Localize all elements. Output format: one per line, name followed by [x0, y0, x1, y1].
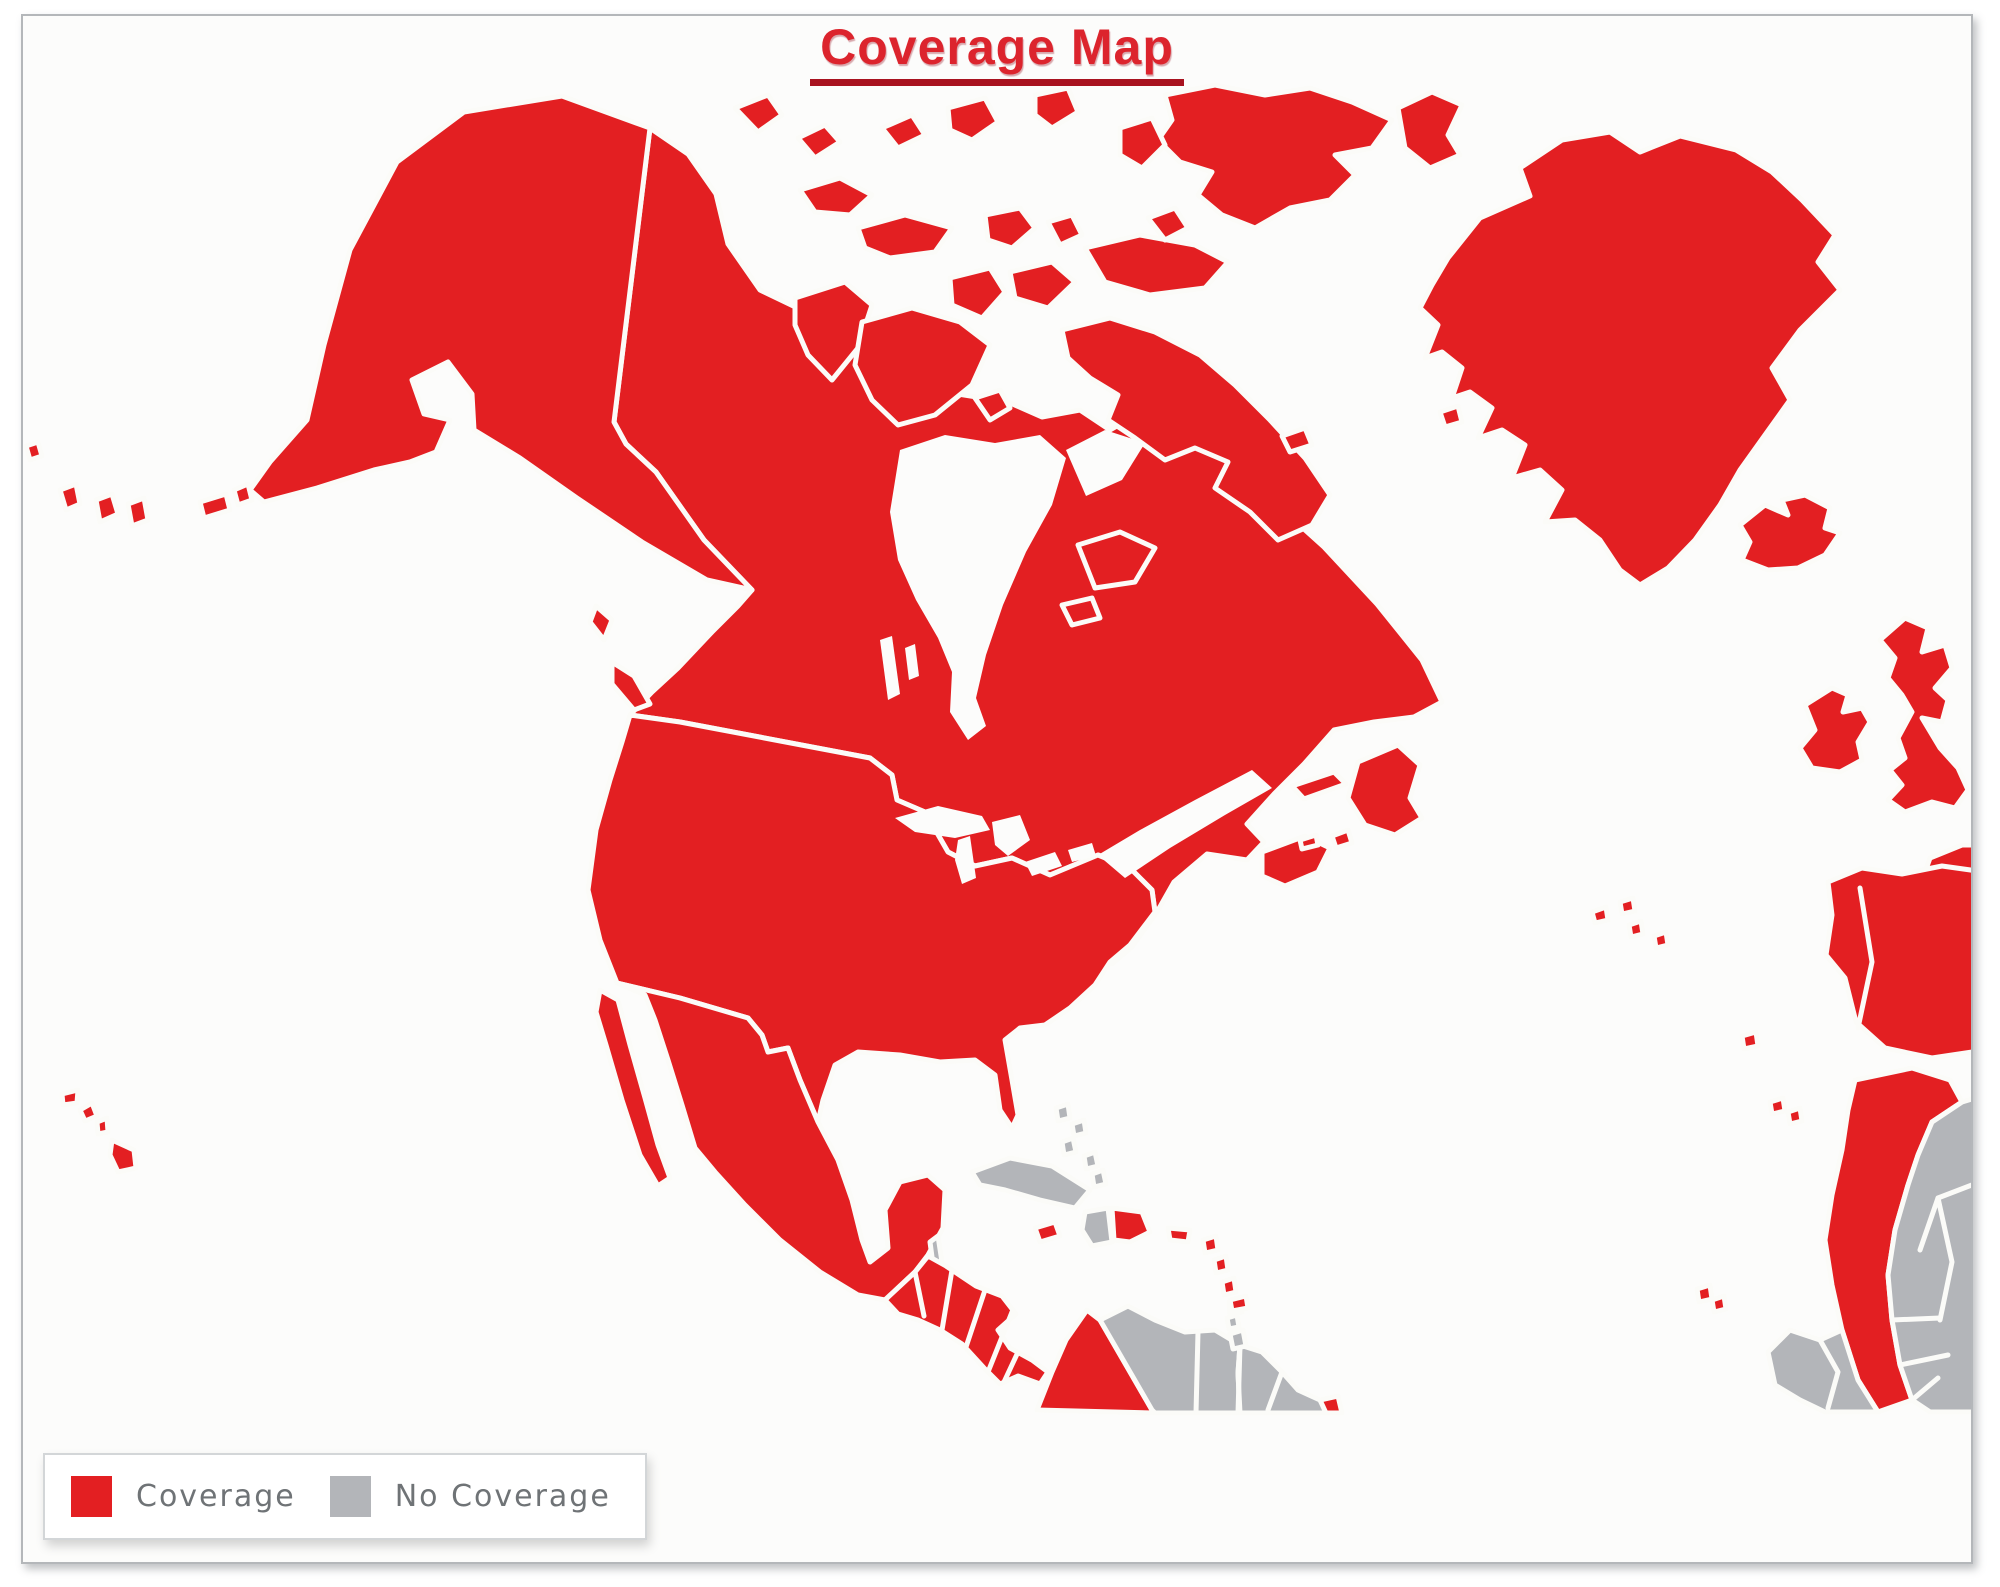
- page-title: Coverage Map: [23, 18, 1971, 86]
- lake-winnipeg: [880, 636, 900, 700]
- region-arctic-islands: [732, 82, 1465, 628]
- region-mexico: [593, 980, 948, 1303]
- region-hawaii: [59, 1087, 139, 1175]
- portugal-spain-border: [1855, 885, 1875, 1031]
- st-lawrence-river: [1098, 770, 1272, 878]
- coverage-map-canvas: [23, 82, 1971, 1416]
- region-aleutian-islands: [23, 439, 255, 529]
- region-haiti: [1079, 1205, 1115, 1249]
- region-iceland: [1737, 492, 1843, 573]
- lake-ontario: [1068, 843, 1096, 862]
- map-frame: Coverage Map Coverage No Coverage: [21, 14, 1973, 1564]
- region-antilles-uncovered: [1224, 1312, 1249, 1352]
- region-west-africa: [1765, 1096, 1971, 1415]
- region-greenland: [1417, 129, 1843, 588]
- region-alaska: [247, 93, 755, 593]
- page-title-text: Coverage Map: [810, 18, 1184, 86]
- region-antilles-covered: [1200, 1233, 1251, 1318]
- region-iberia: [1823, 863, 1971, 1061]
- central-america-borders: [912, 1267, 1021, 1385]
- coverage-swatch-icon: [71, 1476, 112, 1517]
- lake-huron: [992, 815, 1030, 856]
- legend: Coverage No Coverage: [43, 1453, 647, 1540]
- region-dominican-republic: [1109, 1205, 1153, 1245]
- hudson-bay: [890, 435, 1066, 740]
- water-overlays: [880, 430, 1272, 884]
- legend-item-coverage: Coverage: [71, 1476, 296, 1517]
- lake-erie: [1025, 852, 1062, 876]
- lake-michigan: [955, 836, 976, 884]
- region-south-america-east-tip: [1317, 1393, 1345, 1416]
- region-bahamas: [1053, 1101, 1109, 1190]
- legend-label-no-coverage: No Coverage: [394, 1479, 611, 1514]
- foxe-basin: [1066, 430, 1145, 496]
- region-central-america: [882, 1253, 1051, 1387]
- lake-superior: [895, 806, 990, 838]
- region-atlantic-islands: [1589, 895, 1805, 1315]
- lake-manitoba: [905, 644, 919, 680]
- region-jamaica: [1032, 1219, 1063, 1245]
- legend-label-coverage: Coverage: [136, 1479, 296, 1514]
- legend-item-no-coverage: No Coverage: [329, 1476, 611, 1517]
- region-ireland: [1797, 685, 1873, 775]
- region-puerto-rico: [1165, 1225, 1193, 1245]
- no-coverage-swatch-icon: [329, 1476, 371, 1517]
- region-united-kingdom: [1877, 615, 1971, 815]
- west-africa-borders: [1817, 1182, 1971, 1411]
- region-cuba: [969, 1155, 1093, 1211]
- south-america-borders: [1193, 1329, 1285, 1416]
